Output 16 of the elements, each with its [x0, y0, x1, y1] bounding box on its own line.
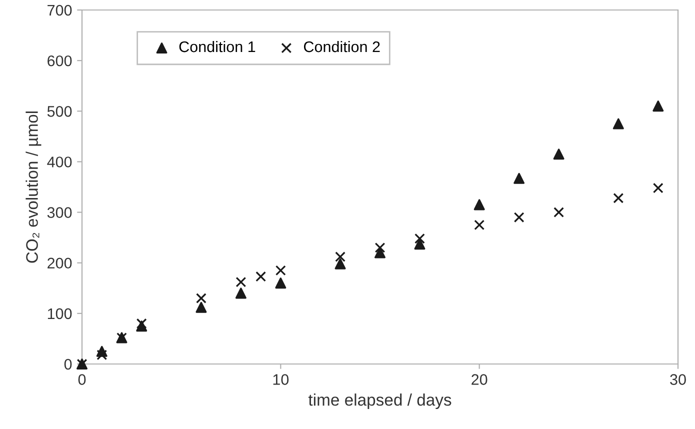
x-tick-label: 30: [670, 374, 686, 385]
y-tick-label: 200: [48, 258, 72, 269]
y-tick-label: 600: [48, 55, 72, 66]
y-tick-label: 700: [48, 4, 72, 16]
y-tick-label: 500: [47, 106, 72, 117]
y-tick-label: 0: [64, 358, 72, 370]
y-tick-label: 100: [48, 308, 72, 320]
x-tick-label: 10: [273, 374, 289, 385]
legend-label: Condition 1: [179, 40, 256, 52]
y-axis-title: CO₂ evolution / µmol: [26, 112, 42, 263]
x-tick-label: 20: [472, 374, 488, 385]
y-tick-label: 300: [47, 207, 72, 218]
legend-label: Condition 2: [304, 40, 380, 52]
x-axis-title: time elapsed / days: [308, 394, 452, 410]
x-tick-label: 0: [78, 374, 86, 385]
y-tick-label: 400: [47, 156, 72, 168]
